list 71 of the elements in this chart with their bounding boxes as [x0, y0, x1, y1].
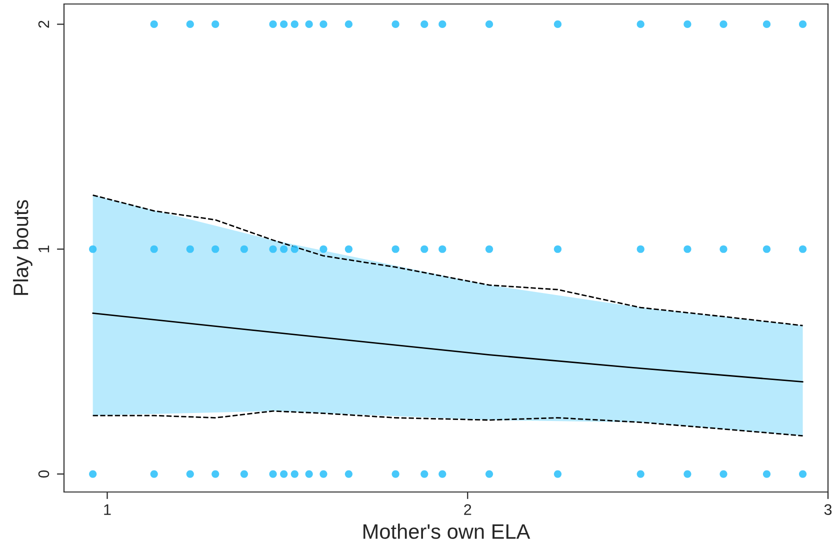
point: [150, 470, 158, 478]
x-axis-title: Mother's own ELA: [364, 524, 530, 539]
point: [420, 470, 428, 478]
point: [320, 20, 328, 28]
point: [150, 245, 158, 253]
point: [269, 470, 277, 478]
point: [280, 20, 288, 28]
point: [798, 245, 807, 253]
point: [636, 245, 644, 253]
point: [684, 20, 692, 28]
point: [438, 470, 446, 478]
point: [212, 20, 220, 28]
point: [554, 245, 562, 253]
point: [212, 470, 220, 478]
point: [438, 20, 446, 28]
point: [305, 20, 313, 28]
point: [392, 470, 400, 478]
point: [485, 470, 494, 478]
point: [485, 20, 494, 28]
point: [636, 20, 644, 28]
point: [89, 245, 97, 253]
point: [344, 470, 352, 478]
point: [554, 20, 562, 28]
point: [186, 245, 194, 253]
y-tick-label: 2: [38, 20, 50, 28]
point: [485, 245, 494, 253]
point: [240, 245, 248, 253]
point: [150, 20, 158, 28]
line-series: [92, 410, 804, 436]
point: [554, 470, 562, 478]
point: [186, 20, 194, 28]
point: [392, 245, 400, 253]
point: [280, 245, 288, 253]
point: [762, 20, 771, 28]
point: [720, 20, 728, 28]
line-series: [92, 194, 804, 326]
point: [290, 470, 298, 478]
point: [720, 245, 728, 253]
point: [212, 245, 220, 253]
point: [762, 245, 771, 253]
x-tick-label: 3: [824, 504, 832, 516]
point: [392, 20, 400, 28]
point: [798, 20, 807, 28]
point: [305, 470, 313, 478]
point: [420, 20, 428, 28]
point: [290, 245, 298, 253]
point: [269, 20, 277, 28]
y-axis-title: Play bouts: [12, 200, 32, 295]
point: [344, 20, 352, 28]
y-tick-label: 0: [38, 470, 50, 478]
point: [684, 470, 692, 478]
point: [89, 470, 97, 478]
point: [269, 245, 277, 253]
x-tick-label: 2: [464, 504, 472, 515]
point: [762, 470, 771, 478]
point: [320, 470, 328, 478]
line-series: [92, 312, 804, 382]
point: [344, 245, 352, 253]
point: [438, 245, 446, 253]
point: [186, 470, 194, 478]
point: [290, 20, 298, 28]
point: [320, 245, 328, 253]
point: [636, 470, 644, 478]
point: [684, 245, 692, 253]
x-tick-label: 1: [104, 504, 111, 515]
point: [720, 470, 728, 478]
point: [280, 470, 288, 478]
point: [798, 470, 807, 478]
point: [420, 245, 428, 253]
y-tick-label: 1: [38, 246, 50, 252]
point: [240, 470, 248, 478]
